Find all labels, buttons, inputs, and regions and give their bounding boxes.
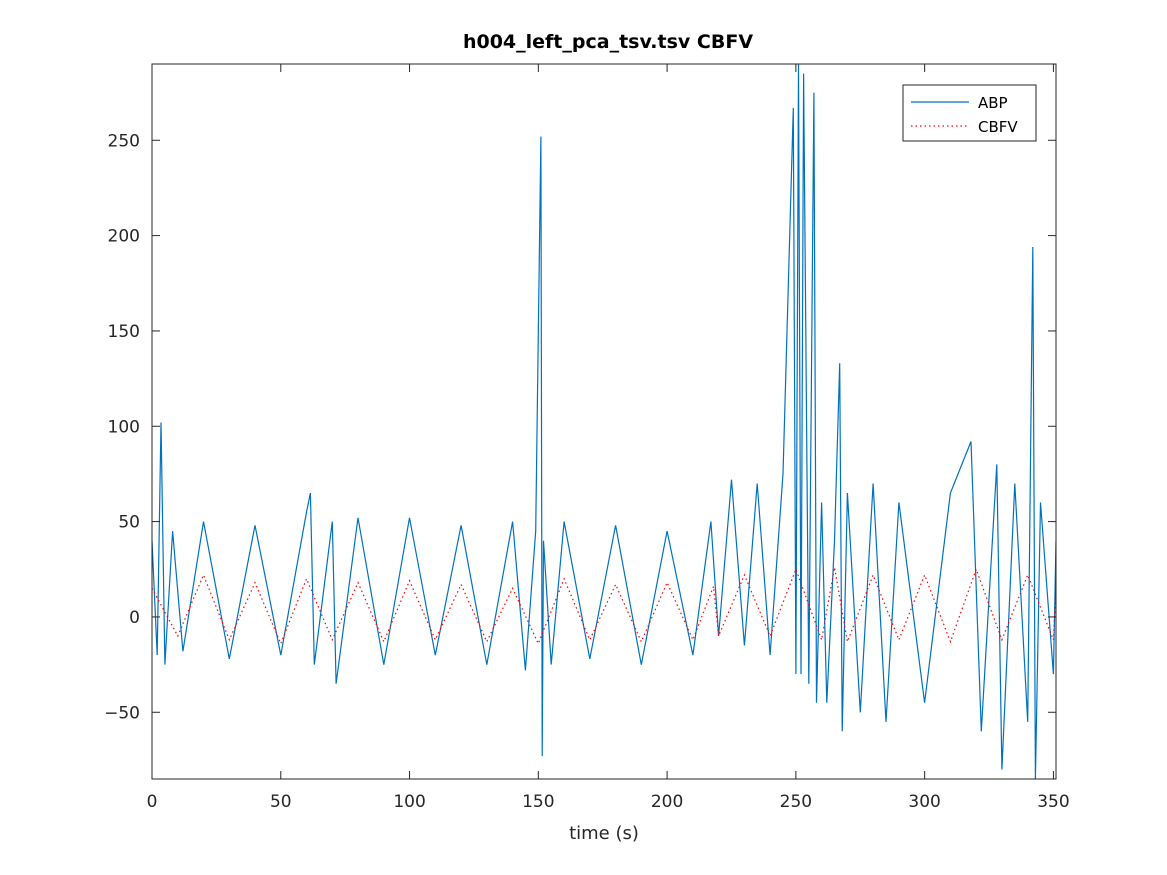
x-tick-label: 200 (651, 792, 683, 812)
x-axis-label: time (s) (569, 823, 639, 844)
x-tick-label: 250 (780, 792, 812, 812)
x-tick-label: 0 (147, 792, 158, 812)
x-tick-label: 50 (270, 792, 292, 812)
x-tick-label: 100 (393, 792, 425, 812)
legend: ABP CBFV (902, 84, 1037, 142)
x-tick-label: 300 (908, 792, 940, 812)
y-tick-label: 250 (108, 131, 140, 151)
series-line-abp (152, 64, 1056, 779)
x-tick-label: 150 (522, 792, 554, 812)
legend-label-abp: ABP (978, 94, 1008, 112)
y-tick-label: 0 (129, 608, 140, 628)
chart-title: h004_left_pca_tsv.tsv CBFV (463, 31, 753, 53)
legend-box (902, 84, 1037, 142)
y-tick-label: 50 (118, 513, 140, 533)
plot-frame (151, 63, 1057, 780)
tick-layer: 0 50 100 150 200 250 300 350 −50 0 50 100 150 200 250 (104, 64, 1070, 812)
x-tick-label: 350 (1037, 792, 1069, 812)
plot-area (152, 64, 1056, 779)
series-line-cbfv (152, 567, 1056, 646)
y-tick-label: 200 (108, 227, 140, 247)
y-tick-label: −50 (104, 703, 140, 723)
y-tick-label: 100 (108, 417, 140, 437)
series-layer (152, 64, 1056, 779)
y-tick-label: 150 (108, 322, 140, 342)
legend-label-cbfv: CBFV (978, 118, 1018, 136)
